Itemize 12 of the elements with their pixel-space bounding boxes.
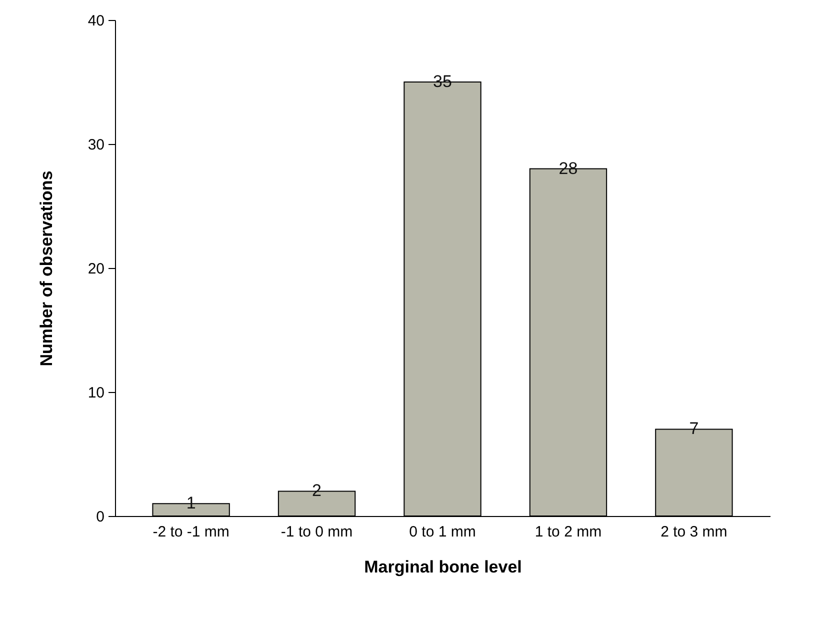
x-tick-label: -1 to 0 mm	[280, 524, 353, 540]
x-tick-label: 1 to 2 mm	[534, 524, 602, 540]
x-tick-label: 2 to 3 mm	[660, 524, 728, 540]
y-tick-label: 0	[96, 508, 104, 526]
y-tick-label: 30	[88, 136, 104, 154]
x-axis-title: Marginal bone level	[364, 558, 522, 576]
x-tick-label: 0 to 1 mm	[409, 524, 476, 540]
y-axis-title: Number of observations	[36, 170, 56, 366]
y-tick-label: 20	[88, 260, 104, 278]
x-tick-label: -2 to -1 mm	[152, 524, 230, 540]
y-tick-label: 40	[88, 12, 104, 30]
y-tick-label: 10	[88, 384, 104, 402]
